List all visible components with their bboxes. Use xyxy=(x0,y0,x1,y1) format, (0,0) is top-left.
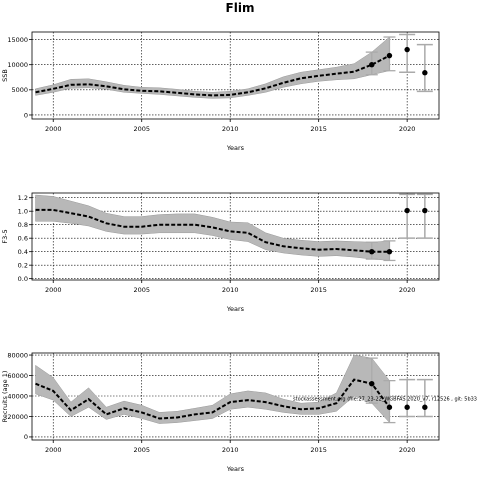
chart-panel-3: 2000 2005 2010 2015 2020 0 20000 40000 60000 8000… xyxy=(1,351,440,473)
x-tick-label: 2015 xyxy=(310,286,327,294)
chart-panel-2: 2000 2005 2010 2015 2020 0.0 0.2 0.4 0.6 0.8 1.0 1.… xyxy=(1,192,440,313)
confidence-band xyxy=(35,194,390,261)
x-tick-label: 2020 xyxy=(399,286,416,294)
y-tick-label: 15000 xyxy=(7,36,28,44)
estimate-point xyxy=(369,248,375,255)
estimate-point xyxy=(369,61,375,68)
estimate-line xyxy=(35,378,391,420)
x-tick-label: 2005 xyxy=(133,446,150,454)
y-axis-label: F3-5 xyxy=(1,229,9,243)
y-tick-label: 0.6 xyxy=(18,234,28,242)
x-tick-label: 2020 xyxy=(399,446,416,454)
x-tick-label: 2010 xyxy=(222,125,239,133)
forecast-point xyxy=(422,404,428,410)
figure-title: Flim xyxy=(225,1,255,15)
forecast-point xyxy=(404,46,410,53)
y-tick-label: 1.2 xyxy=(18,194,28,202)
x-tick-label: 2010 xyxy=(222,446,239,454)
y-tick-label: 0 xyxy=(24,111,28,119)
estimate-point xyxy=(386,52,393,59)
y-tick-label: 0 xyxy=(24,433,28,441)
axes-frame xyxy=(31,192,440,281)
x-tick-label: 2000 xyxy=(45,286,62,294)
footnote-annotation: stockassessment.org (file:27_23-22_WGBFA… xyxy=(293,397,477,403)
y-tick-label: 5000 xyxy=(11,86,28,94)
x-axis-label: Years xyxy=(226,305,245,313)
x-tick-label: 2000 xyxy=(45,446,62,454)
y-axis-label: SSB xyxy=(1,69,9,82)
forecast-point xyxy=(422,207,428,214)
x-tick-label: 2010 xyxy=(222,286,239,294)
y-tick-label: 0.8 xyxy=(18,221,28,229)
axes-frame xyxy=(31,31,440,120)
axes-frame xyxy=(31,352,440,441)
estimate-line xyxy=(35,208,390,253)
y-tick-label: 60000 xyxy=(7,372,28,380)
forecast-point xyxy=(404,207,410,214)
estimate-point xyxy=(369,381,375,387)
y-tick-label: 10000 xyxy=(7,61,28,69)
x-axis-label: Years xyxy=(226,144,245,152)
x-tick-label: 2015 xyxy=(310,125,327,133)
estimate-point xyxy=(386,404,393,410)
y-tick-label: 80000 xyxy=(7,351,28,359)
x-tick-label: 2005 xyxy=(133,125,150,133)
forecast-point xyxy=(404,404,410,410)
y-tick-label: 0.0 xyxy=(18,275,28,283)
y-tick-label: 0.2 xyxy=(18,261,28,269)
y-tick-label: 1.0 xyxy=(18,208,28,216)
chart-panel-1: 2000 2005 2010 2015 2020 0 5000 10000 15000 Years… xyxy=(1,31,440,152)
x-tick-label: 2005 xyxy=(133,286,150,294)
y-tick-label: 20000 xyxy=(7,413,28,421)
forecast-point xyxy=(422,70,428,76)
x-tick-label: 2000 xyxy=(45,125,62,133)
confidence-band xyxy=(35,36,390,99)
y-tick-label: 40000 xyxy=(7,392,28,400)
x-tick-label: 2015 xyxy=(310,446,327,454)
estimate-point xyxy=(386,248,393,255)
x-axis-label: Years xyxy=(226,465,245,473)
y-axis-label: Recruits (age 1) xyxy=(1,371,9,423)
x-tick-label: 2020 xyxy=(399,125,416,133)
y-tick-label: 0.4 xyxy=(18,248,28,256)
